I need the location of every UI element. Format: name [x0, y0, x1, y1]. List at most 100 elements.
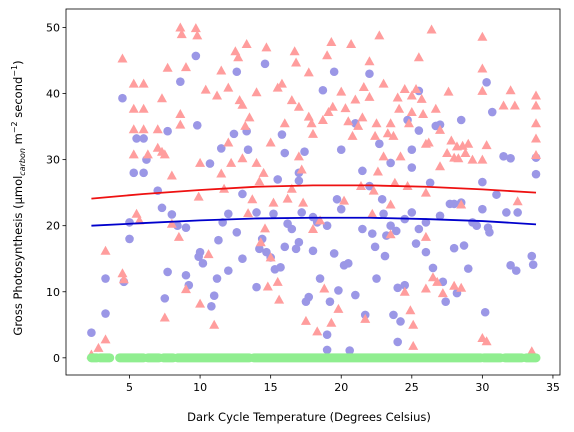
circle-point: [287, 224, 297, 234]
triangle-point: [293, 101, 304, 111]
triangle-point: [265, 137, 276, 147]
circle-point: [506, 154, 515, 163]
circle-point: [367, 229, 377, 238]
circle-point: [435, 120, 445, 129]
triangle-point: [364, 91, 375, 101]
circle-point: [87, 328, 96, 338]
triangle-point: [243, 208, 254, 218]
triangle-point: [138, 78, 149, 88]
triangle-point: [312, 326, 323, 336]
triangle-point: [378, 151, 389, 161]
circle-point: [411, 239, 421, 248]
triangle-point: [162, 62, 173, 72]
circle-point: [297, 208, 307, 217]
circle-point: [480, 307, 490, 317]
triangle-point: [531, 100, 542, 110]
circle-point: [132, 134, 141, 143]
triangle-point: [477, 31, 488, 41]
circle-point: [294, 176, 304, 186]
triangle-point: [446, 135, 457, 145]
triangle-point: [323, 107, 334, 117]
triangle-point: [319, 283, 330, 293]
y-axis-label-prefix: Gross Photosynthesis (µmol: [11, 176, 25, 336]
triangle-point: [427, 272, 438, 282]
triangle-point: [159, 149, 170, 159]
triangle-point: [261, 42, 272, 52]
triangle-point: [389, 177, 400, 187]
circle-point: [487, 107, 497, 117]
triangle-point: [241, 39, 252, 49]
triangle-point: [385, 199, 396, 209]
circle-point: [269, 209, 278, 219]
circle-point: [527, 251, 537, 261]
circle-point: [336, 145, 346, 155]
circle-point: [421, 247, 431, 257]
circle-point: [386, 158, 395, 168]
circle-point: [358, 166, 367, 176]
circle-point: [276, 263, 285, 272]
triangle-point: [291, 57, 302, 67]
triangle-point: [195, 157, 206, 167]
circle-point: [181, 223, 191, 232]
triangle-point: [180, 284, 191, 294]
triangle-point: [385, 229, 396, 239]
triangle-point: [138, 103, 149, 113]
circle-point: [386, 221, 395, 230]
plot-area: [86, 22, 542, 363]
triangle-point: [258, 167, 269, 177]
triangle-point: [128, 103, 139, 113]
y-tick-label: 20: [46, 220, 60, 233]
circle-point: [472, 221, 482, 230]
circle-point: [358, 224, 367, 234]
circle-point: [463, 264, 473, 273]
triangle-point: [432, 276, 443, 286]
circle-point: [129, 168, 139, 178]
circle-point: [332, 194, 342, 204]
triangle-point: [456, 199, 467, 209]
circle-point: [393, 283, 402, 293]
x-tick-label: 25: [405, 381, 419, 394]
circle-point: [389, 310, 398, 320]
triangle-point: [505, 85, 516, 95]
triangle-point: [223, 137, 234, 147]
triangle-point: [308, 223, 318, 233]
triangle-point: [117, 53, 128, 63]
circle-point: [315, 274, 325, 283]
circle-point: [205, 159, 215, 168]
triangle-point: [192, 30, 203, 40]
circle-point: [531, 169, 541, 179]
triangle-point: [371, 118, 382, 128]
triangle-point: [423, 137, 434, 147]
triangle-point: [134, 215, 145, 225]
y-axis-label-sup2: −1: [10, 65, 19, 77]
circle-point: [238, 189, 247, 199]
circle-point: [428, 263, 438, 273]
x-tick-label: 5: [126, 381, 133, 394]
circle-point: [334, 286, 343, 295]
triangle-point: [209, 319, 220, 329]
circle-point: [300, 147, 309, 157]
circle-point: [318, 85, 328, 95]
circle-point: [322, 221, 332, 230]
circle-point: [365, 69, 374, 79]
circle-point: [482, 78, 491, 87]
x-tick-label: 10: [193, 381, 207, 394]
circle-point: [329, 249, 339, 258]
triangle-point: [175, 109, 186, 119]
circle-point: [502, 208, 511, 217]
circle-point: [125, 218, 134, 227]
triangle-point: [131, 208, 142, 218]
triangle-point: [442, 148, 453, 158]
circle-point: [513, 208, 522, 217]
triangle-point: [339, 195, 350, 205]
circle-point: [478, 177, 487, 187]
circle-point: [425, 178, 435, 188]
triangle-point: [175, 119, 186, 129]
triangle-point: [247, 194, 258, 204]
triangle-point: [430, 103, 441, 113]
triangle-point: [293, 151, 304, 161]
triangle-point: [117, 268, 128, 278]
triangle-point: [176, 29, 187, 39]
triangle-point: [456, 282, 467, 292]
triangle-point: [223, 82, 234, 92]
